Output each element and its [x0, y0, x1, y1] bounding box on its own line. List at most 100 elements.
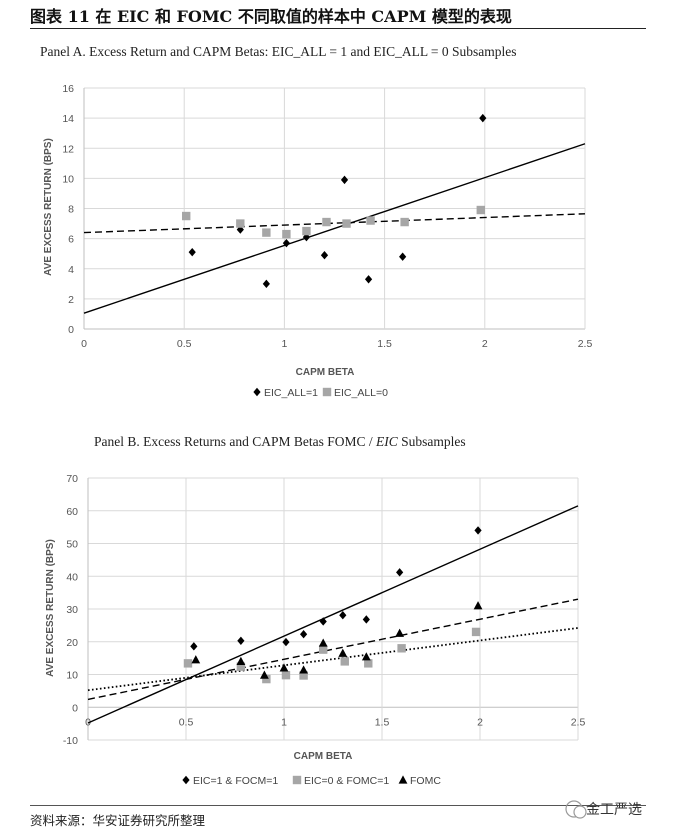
panel-b-point-diamond	[300, 630, 308, 639]
panel-a-legend-label: EIC_ALL=0	[334, 387, 388, 399]
panel-a-y-tick-label: 10	[62, 173, 74, 185]
panel-a-x-tick-label: 2	[482, 338, 488, 350]
panel-b-points	[183, 526, 483, 684]
panel-a-y-tick-label: 16	[62, 83, 74, 95]
panel-b-point-square	[340, 657, 349, 666]
panel-a-x-tick-label: 1.5	[377, 338, 392, 350]
panel-b-grid	[87, 477, 579, 741]
panel-a-fit-line-dashed	[83, 213, 586, 234]
panel-b-point-square	[319, 645, 328, 654]
panel-b-title-italic: EIC	[375, 434, 399, 449]
panel-a-point-diamond	[282, 238, 291, 248]
panel-a-y-tick-label: 0	[68, 324, 74, 336]
panel-b-fit-line-dotted	[87, 627, 579, 692]
panel-a-y-tick-label: 8	[68, 204, 74, 216]
panel-a-y-tick-label: 12	[62, 143, 74, 155]
panel-b-fit-line-dashed	[87, 598, 579, 701]
panel-a-y-axis-label: AVE EXCESS RETURN (BPS)	[43, 138, 54, 276]
watermark-text: 金工严选	[586, 802, 642, 818]
panel-b-y-tick-label: 20	[66, 637, 78, 649]
panel-b-point-square	[364, 659, 373, 668]
panel-b-point-diamond	[474, 526, 482, 535]
panel-b-point-diamond	[396, 568, 404, 577]
panel-b-point-square	[397, 644, 406, 653]
panel-a-point-square	[262, 228, 271, 237]
panel-b-x-axis-label: CAPM BETA	[294, 751, 353, 762]
panel-a-x-tick-label: 2.5	[578, 338, 593, 350]
panel-b-chart: Panel B. Excess Returns and CAPM Betas F…	[45, 434, 585, 787]
panel-a-legend-label: EIC_ALL=1	[264, 387, 318, 399]
title-rule	[30, 28, 646, 29]
panel-a-x-tick-label: 1	[281, 338, 287, 350]
panel-b-point-diamond	[237, 636, 245, 645]
panel-a-point-diamond	[262, 279, 270, 289]
panel-a-title: Panel A. Excess Return and CAPM Betas: E…	[40, 44, 517, 59]
panel-a-point-square	[366, 216, 375, 225]
panel-b-point-triangle	[279, 663, 289, 672]
panel-a-point-square	[182, 211, 191, 221]
panel-b-title-suffix: Subsamples	[398, 434, 466, 449]
source-note: 资料来源：华安证券研究所整理	[30, 813, 206, 828]
panel-b-point-diamond	[282, 637, 290, 647]
panel-b-x-tick-label: 1.5	[375, 716, 390, 728]
panel-b-y-axis-label: AVE EXCESS RETURN (BPS)	[45, 539, 56, 677]
panel-b-y-tick-label: 10	[66, 670, 78, 682]
panel-a-y-tick-label: 2	[68, 294, 74, 306]
panel-b-fit-line-solid	[87, 505, 579, 724]
panel-b-x-tick-label: 1	[281, 716, 287, 728]
panel-a-point-square	[342, 219, 351, 228]
panel-a-point-diamond	[340, 175, 349, 185]
panel-b-y-tick-label: 30	[66, 604, 78, 616]
panel-a-point-diamond	[302, 232, 311, 242]
panel-b-legend-label: FOMC	[410, 775, 441, 787]
panel-b-legend-marker-square	[292, 775, 302, 785]
panel-b-point-triangle	[191, 655, 201, 664]
panel-a-grid	[83, 87, 586, 330]
panel-a-point-square	[282, 229, 291, 239]
wechat-icon	[565, 800, 587, 819]
panel-b-title: Panel B. Excess Returns and CAPM Betas F…	[94, 434, 466, 449]
panel-a-point-square	[476, 205, 485, 215]
panel-b-y-tick-label: 40	[66, 571, 78, 583]
panel-a-chart: Panel A. Excess Return and CAPM Betas: E…	[40, 44, 592, 399]
panel-b-point-square	[299, 671, 308, 680]
panel-b-point-triangle	[361, 652, 371, 661]
panel-a-point-square	[302, 226, 311, 236]
panel-b-point-square	[281, 670, 291, 680]
bottom-rule	[30, 805, 646, 806]
panel-a-point-diamond	[364, 275, 373, 284]
panel-a-legend: EIC_ALL=1 EIC_ALL=0	[253, 387, 388, 399]
panel-a-x-axis-label: CAPM BETA	[296, 367, 355, 378]
panel-b-x-tick-label: 2	[477, 716, 483, 728]
panel-b-y-tick-label: -10	[63, 735, 78, 747]
panel-a-point-diamond	[320, 250, 329, 260]
panel-b-point-triangle	[473, 601, 483, 610]
panel-b-point-square	[262, 674, 271, 684]
panel-a-x-tick-label: 0.5	[177, 338, 192, 350]
panel-b-point-triangle	[236, 656, 246, 665]
panel-b-fit-lines	[87, 505, 579, 724]
panel-b-y-tick-label: 50	[66, 539, 78, 551]
panel-a-point-square	[400, 217, 409, 227]
panel-b-legend: EIC=1 & FOCM=1 EIC=0 & FOMC=1 FOMC	[182, 775, 441, 787]
panel-b-point-diamond	[190, 642, 198, 651]
panel-a-y-tick-label: 14	[62, 113, 74, 125]
panel-b-point-diamond	[339, 611, 347, 620]
panel-a-point-diamond	[479, 113, 487, 123]
panel-a-point-square	[322, 217, 331, 227]
panel-b-point-square	[471, 627, 481, 637]
panel-b-point-triangle	[260, 670, 269, 679]
panel-a-point-diamond	[399, 252, 407, 261]
panel-a-points	[182, 113, 487, 289]
panel-b-legend-label: EIC=0 & FOMC=1	[304, 775, 389, 787]
panel-b-point-triangle	[338, 648, 348, 657]
panel-b-y-tick-label: 60	[66, 506, 78, 518]
panel-a-fit-line-solid	[83, 143, 586, 314]
panel-b-point-triangle	[395, 628, 405, 637]
panel-a-ticks: 0 2 4 6 8 10 12 14 16 0 0.5 1 1.5 2 2.5	[62, 83, 592, 350]
panel-a-point-diamond	[188, 247, 196, 257]
panel-a-legend-marker-diamond	[253, 387, 261, 397]
panel-a-x-tick-label: 0	[81, 338, 87, 350]
panel-b-point-diamond	[362, 615, 370, 624]
panel-a-point-square	[236, 219, 245, 228]
